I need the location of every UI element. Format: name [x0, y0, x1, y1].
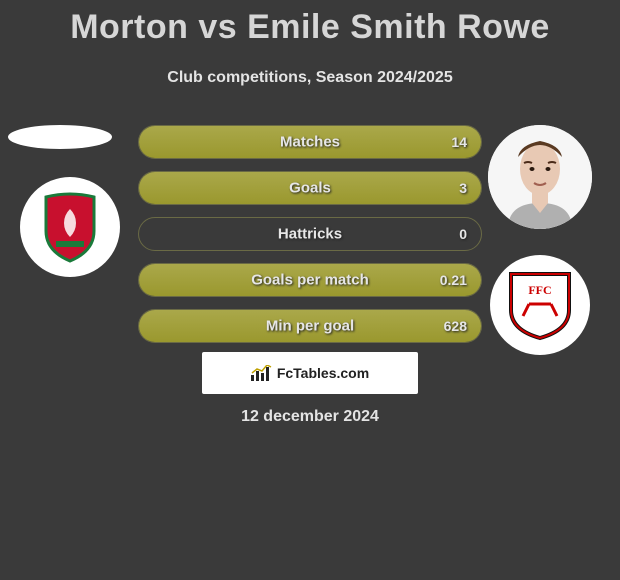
chart-icon [251, 365, 273, 381]
player-right-avatar [488, 125, 592, 229]
stat-value-right: 14 [451, 134, 467, 150]
comparison-panel: FFC Matches 14 Goals 3 Hattricks 0 Goals per m… [0, 125, 620, 385]
subtitle: Club competitions, Season 2024/2025 [0, 69, 620, 87]
page-title: Morton vs Emile Smith Rowe [0, 0, 620, 47]
stat-value-right: 3 [459, 180, 467, 196]
stat-bars: Matches 14 Goals 3 Hattricks 0 Goals per match… [138, 125, 482, 355]
stat-value-right: 0.21 [440, 272, 467, 288]
footer-attribution: FcTables.com [202, 352, 418, 394]
stat-row: Hattricks 0 [138, 217, 482, 251]
date: 12 december 2024 [241, 408, 379, 426]
stat-row: Goals per match 0.21 [138, 263, 482, 297]
fulham-crest-icon: FFC [503, 268, 577, 342]
stat-label: Goals [289, 180, 331, 197]
club-right-crest: FFC [490, 255, 590, 355]
liverpool-crest-icon [42, 191, 98, 263]
svg-text:FFC: FFC [528, 283, 551, 297]
footer-text: FcTables.com [277, 365, 369, 381]
player-left-avatar [8, 125, 112, 149]
stat-label: Matches [280, 134, 340, 151]
stat-row: Goals 3 [138, 171, 482, 205]
stat-label: Min per goal [266, 318, 354, 335]
stat-value-right: 628 [444, 318, 467, 334]
stat-label: Hattricks [278, 226, 342, 243]
club-left-crest [20, 177, 120, 277]
stat-row: Matches 14 [138, 125, 482, 159]
stat-row: Min per goal 628 [138, 309, 482, 343]
stat-label: Goals per match [251, 272, 369, 289]
stat-value-right: 0 [459, 226, 467, 242]
